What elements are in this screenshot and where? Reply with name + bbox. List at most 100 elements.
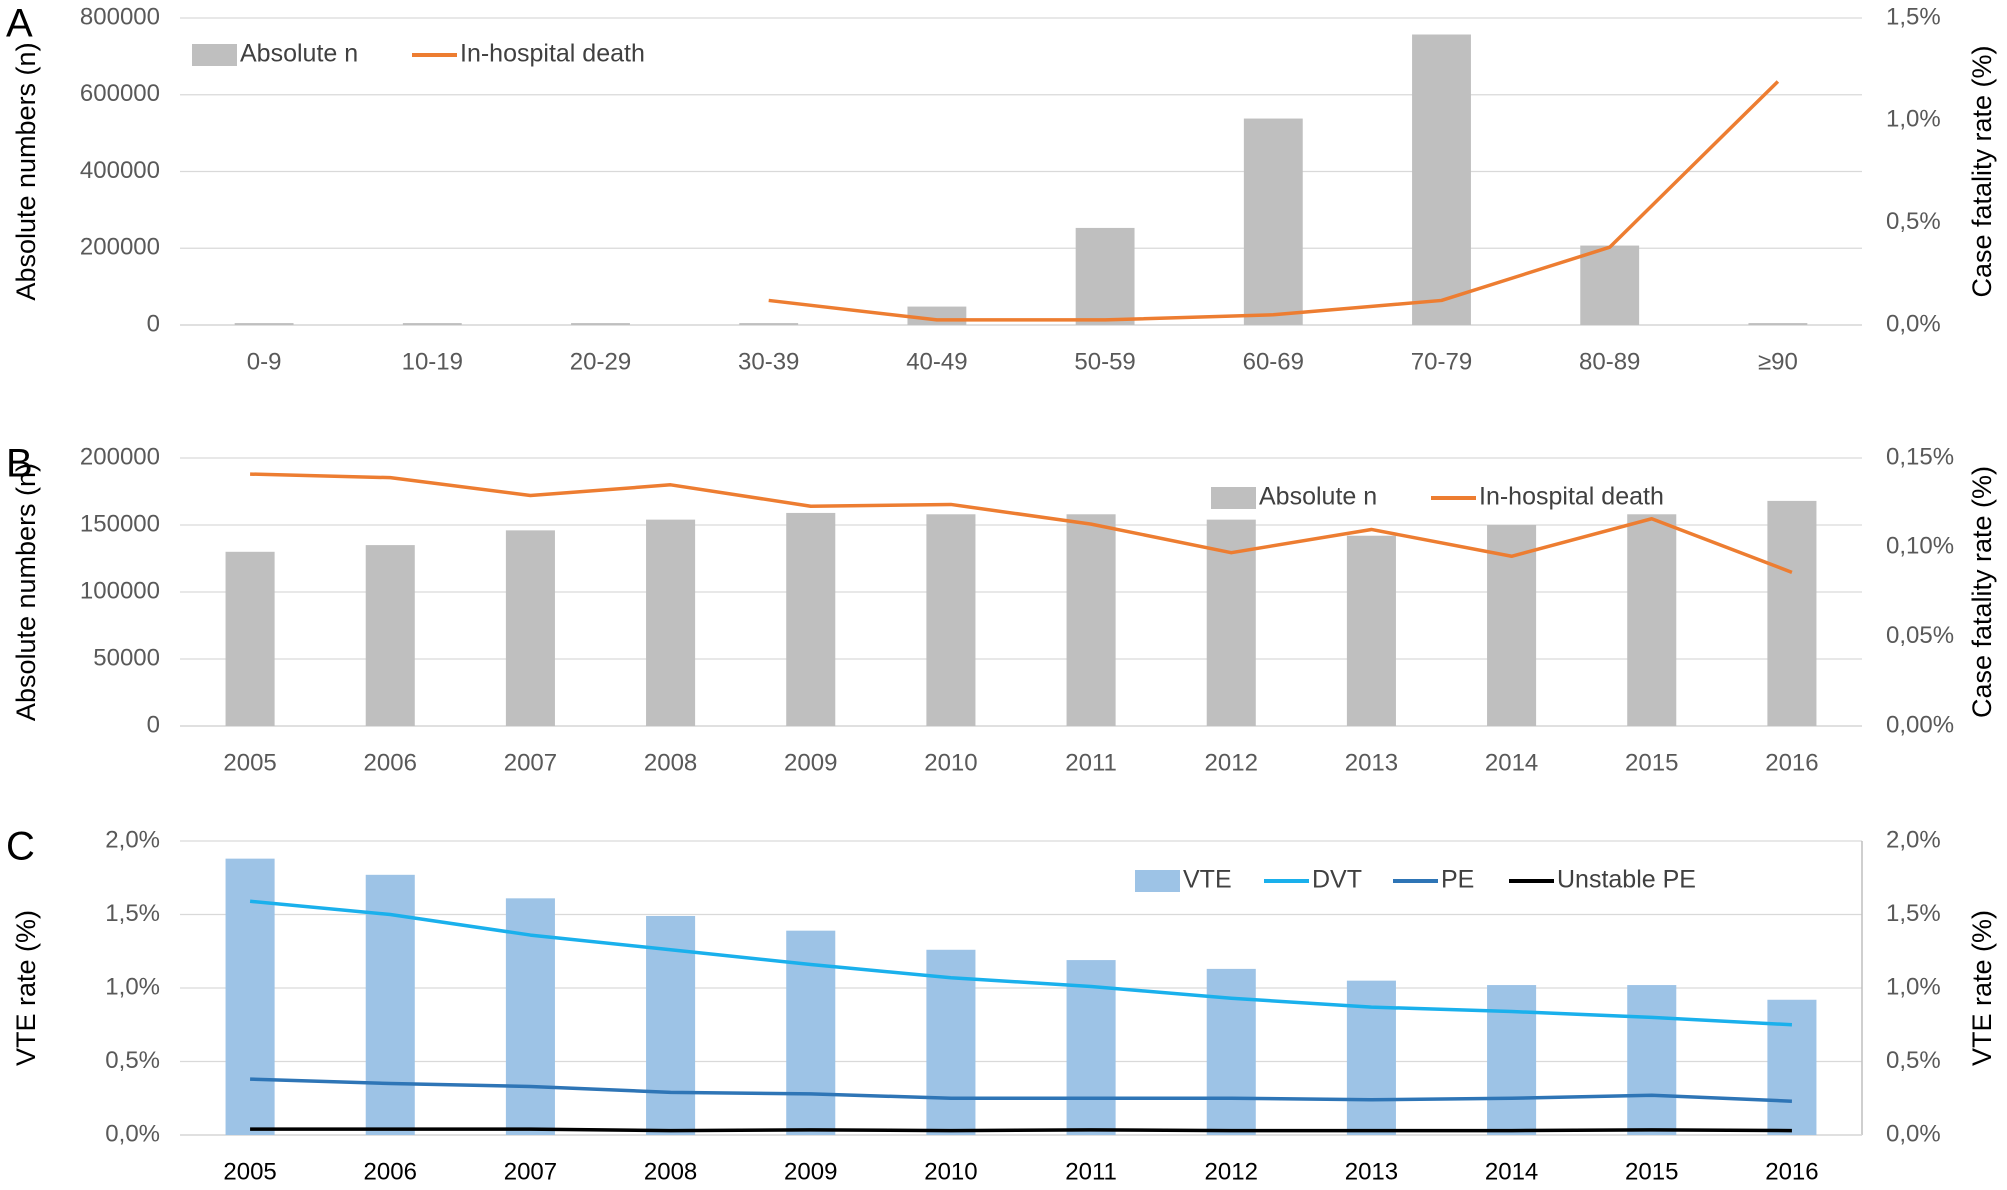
x-tick-label: 2016 [1765, 1158, 1818, 1185]
x-tick-label: 50-59 [1074, 348, 1135, 375]
y-axis-title: Absolute numbers (n) [11, 42, 41, 300]
y-axis-title: Absolute numbers (n) [11, 463, 41, 721]
y-tick-label: 0 [147, 711, 160, 738]
y-tick-label: 0 [147, 310, 160, 337]
bar [1487, 985, 1537, 1135]
line [250, 1077, 1792, 1103]
panel-label: B [6, 442, 33, 486]
y2-tick-label: 0,5% [1886, 1047, 1941, 1074]
bar [1767, 999, 1817, 1135]
x-tick-label: 2012 [1205, 749, 1258, 776]
x-tick-label: 2011 [1065, 749, 1117, 776]
y2-tick-label: 1,5% [1886, 3, 1941, 30]
x-tick-label: 2011 [1065, 1158, 1117, 1185]
x-tick-label: 2015 [1625, 1158, 1678, 1185]
bar [646, 519, 696, 726]
x-tick-label: 70-79 [1411, 348, 1472, 375]
bar [1487, 525, 1537, 726]
x-tick-label: 2006 [364, 1158, 417, 1185]
x-tick-label: 2014 [1485, 749, 1538, 776]
x-tick-label: 2009 [784, 749, 837, 776]
legend-label: VTE [1183, 866, 1232, 894]
line [250, 1127, 1792, 1133]
legend-swatch [192, 44, 237, 66]
legend-label: PE [1441, 866, 1474, 894]
line [768, 80, 1780, 322]
y2-tick-label: 0,0% [1886, 310, 1941, 337]
bar [1767, 500, 1817, 726]
bar [1346, 535, 1396, 726]
bar [1346, 980, 1396, 1135]
x-tick-label: 2006 [364, 749, 417, 776]
bar [786, 512, 836, 726]
y2-tick-label: 0,00% [1886, 711, 1954, 738]
y-tick-label: 0,0% [105, 1120, 160, 1147]
bar [739, 323, 799, 325]
y2-tick-label: 0,10% [1886, 533, 1954, 560]
y2-axis-title: VTE rate (%) [1967, 910, 1997, 1066]
line [249, 899, 1793, 1027]
bar [225, 551, 275, 726]
legend-label: Absolute n [240, 40, 358, 68]
y2-tick-label: 1,5% [1886, 900, 1941, 927]
bar [1627, 985, 1677, 1135]
x-tick-label: 20-29 [570, 348, 631, 375]
y2-tick-label: 0,05% [1886, 622, 1954, 649]
y-tick-label: 0,5% [105, 1047, 160, 1074]
x-tick-label: 2010 [924, 749, 977, 776]
y-tick-label: 800000 [80, 3, 160, 30]
x-tick-label: 2005 [223, 749, 276, 776]
x-tick-label: 2009 [784, 1158, 837, 1185]
bar [365, 545, 415, 726]
x-tick-label: 40-49 [906, 348, 967, 375]
x-tick-label: 2012 [1205, 1158, 1258, 1185]
y2-tick-label: 0,0% [1886, 1120, 1941, 1147]
legend-label: DVT [1312, 866, 1362, 894]
panel-label: A [6, 2, 33, 46]
x-tick-label: 2016 [1765, 749, 1818, 776]
y-tick-label: 1,5% [105, 900, 160, 927]
bar [234, 323, 294, 325]
x-tick-label: 2005 [223, 1158, 276, 1185]
x-tick-label: 2015 [1625, 749, 1678, 776]
x-tick-label: 2013 [1345, 749, 1398, 776]
line [250, 472, 1793, 574]
bar [1066, 514, 1116, 726]
x-tick-label: 2013 [1345, 1158, 1398, 1185]
y2-tick-label: 1,0% [1886, 106, 1941, 133]
x-tick-label: 2008 [644, 1158, 697, 1185]
y-tick-label: 50000 [93, 644, 160, 671]
panel-label: C [6, 825, 35, 869]
bar [571, 323, 630, 325]
y-tick-label: 100000 [80, 577, 160, 604]
y2-tick-label: 2,0% [1886, 826, 1941, 853]
y-tick-label: 200000 [80, 234, 160, 261]
y2-axis-title: Case fatality rate (%) [1967, 45, 1997, 297]
x-tick-label: 80-89 [1579, 348, 1640, 375]
y2-tick-label: 1,0% [1886, 973, 1941, 1000]
x-tick-label: 2007 [504, 749, 557, 776]
x-tick-label: 2007 [504, 1158, 557, 1185]
y-tick-label: 600000 [80, 80, 160, 107]
y-tick-label: 2,0% [105, 826, 160, 853]
y-tick-label: 200000 [80, 443, 160, 470]
bar [225, 858, 275, 1135]
x-tick-label: 30-39 [738, 348, 799, 375]
legend-label: Unstable PE [1557, 866, 1696, 894]
bar [926, 514, 976, 726]
bar [1243, 118, 1303, 325]
bar [1580, 245, 1640, 325]
bar [926, 949, 976, 1135]
bar [1748, 323, 1808, 325]
legend-label: In-hospital death [1479, 483, 1664, 511]
bar [1206, 968, 1256, 1135]
y-axis-title: VTE rate (%) [11, 910, 41, 1066]
x-tick-label: 0-9 [247, 348, 282, 375]
y2-axis-title: Case fatality rate (%) [1967, 466, 1997, 718]
bar [402, 323, 462, 325]
x-tick-label: 60-69 [1243, 348, 1304, 375]
x-tick-label: 2010 [924, 1158, 977, 1185]
bar [505, 530, 555, 726]
y-tick-label: 1,0% [105, 973, 160, 1000]
